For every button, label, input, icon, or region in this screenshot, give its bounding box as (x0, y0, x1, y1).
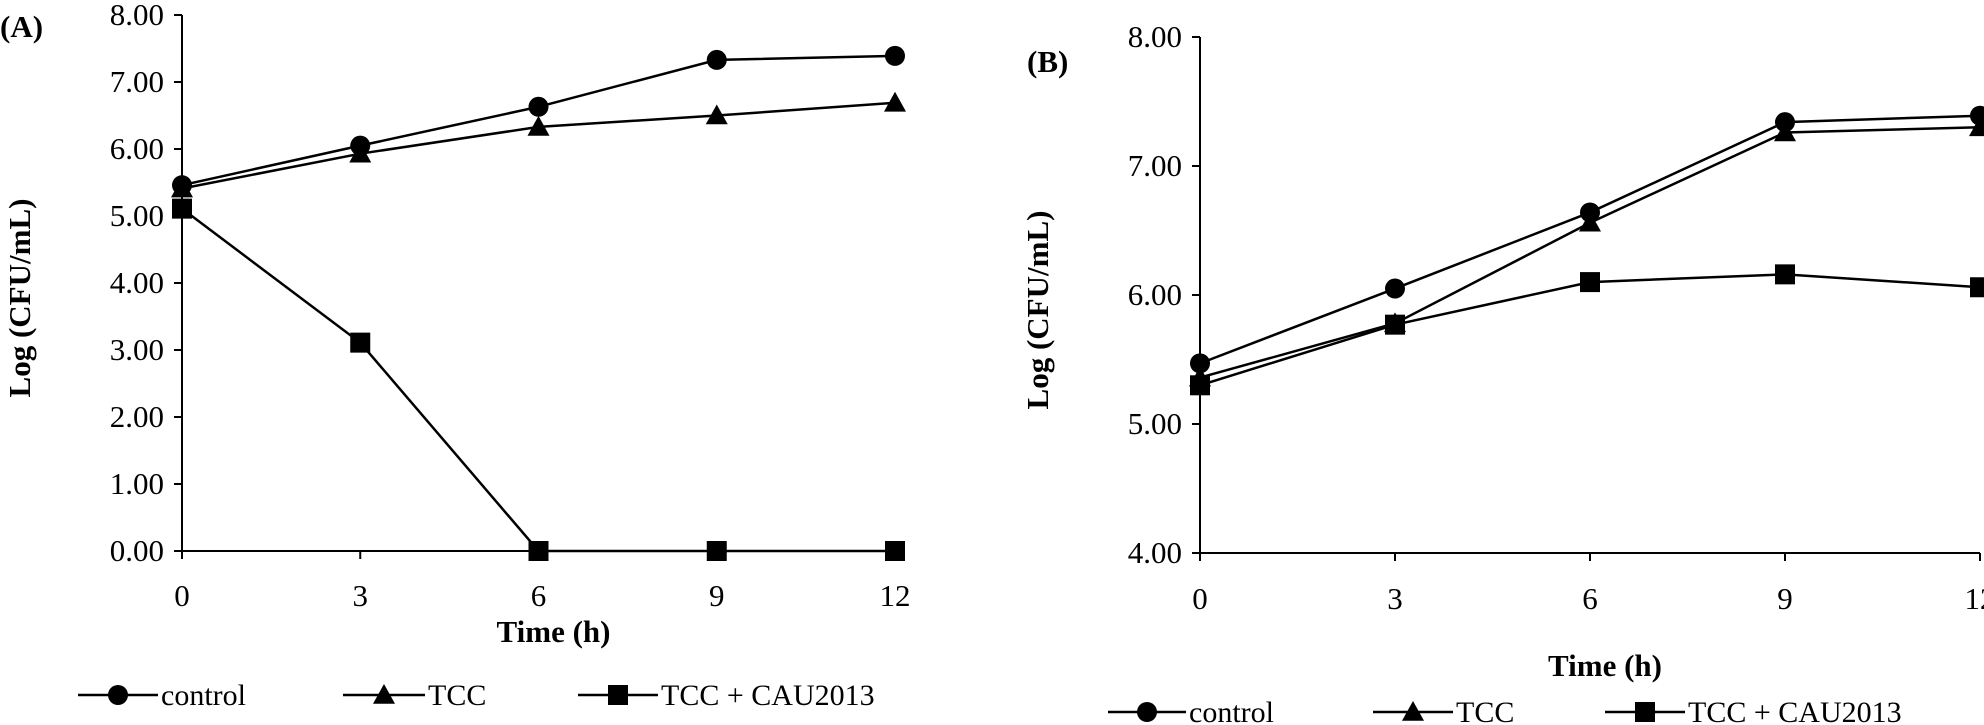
data-point-triangle (1579, 211, 1601, 232)
legend-label: TCC (428, 679, 486, 712)
y-tick-label: 7.00 (110, 64, 164, 99)
data-point-square (1580, 272, 1600, 293)
x-tick-label: 12 (880, 578, 911, 613)
data-point-circle (706, 49, 727, 70)
x-axis-title: Time (h) (497, 614, 611, 649)
legend-label: TCC + CAU2013 (661, 679, 875, 712)
data-point-triangle (1969, 116, 1984, 137)
legend-item: TCC (1373, 696, 1514, 725)
y-tick-label: 5.00 (110, 198, 164, 233)
data-point-circle (1190, 353, 1210, 374)
series-line (1199, 126, 1981, 379)
panel-a: 0.00 1.00 2.00 3.00 4.00 5.00 6.00 7.00 8.00 0 3 6 9… (0, 0, 911, 712)
series-control (1190, 105, 1984, 374)
y-tick-label: 8.00 (1128, 19, 1182, 54)
legend-item: control (1108, 696, 1274, 725)
x-tick-label: 12 (1965, 581, 1984, 616)
x-tick-label: 3 (1387, 581, 1403, 616)
y-tick-label: 0.00 (110, 533, 164, 568)
legend-item: TCC (343, 679, 486, 712)
x-tick-label: 9 (709, 578, 725, 613)
legend-marker-square (1635, 702, 1655, 722)
data-point-square (172, 198, 192, 219)
data-point-triangle (527, 115, 550, 136)
legend-label: TCC + CAU2013 (1688, 696, 1902, 725)
legend-marker-triangle (373, 684, 395, 704)
x-tick-label: 3 (353, 578, 369, 613)
legend-marker-triangle (1402, 701, 1424, 721)
y-tick-label: 6.00 (1128, 277, 1182, 312)
legend-item: TCC + CAU2013 (578, 679, 875, 712)
data-point-triangle (349, 142, 372, 163)
series-tcc-cau2013 (172, 198, 905, 561)
data-point-square (885, 541, 905, 561)
y-tick-label: 6.00 (110, 131, 164, 166)
series-line (181, 207, 895, 553)
y-tick-label: 7.00 (1128, 148, 1182, 183)
legend-item: TCC + CAU2013 (1605, 696, 1902, 725)
data-point-circle (1385, 278, 1405, 299)
data-point-square (706, 541, 727, 561)
data-point-square (1970, 277, 1984, 298)
x-tick-label: 0 (1192, 581, 1208, 616)
data-point-triangle (171, 177, 193, 198)
legend-marker-square (608, 685, 628, 705)
legend-label: TCC (1456, 696, 1514, 725)
data-point-square (528, 541, 549, 561)
panel-label: (B) (1027, 44, 1068, 79)
legend-item: control (78, 679, 246, 712)
data-point-triangle (1774, 121, 1796, 142)
data-point-square (1775, 264, 1795, 285)
x-tick-label: 6 (531, 578, 547, 613)
y-axis-title: Log (CFU/mL) (2, 199, 37, 398)
panel-b: 4.00 5.00 6.00 7.00 8.00 0 3 6 9 12 Time (h) Log (C… (1020, 19, 1984, 725)
series-tcc-cau2013 (1190, 264, 1984, 396)
y-tick-label: 1.00 (110, 466, 164, 501)
legend-label: control (161, 679, 246, 712)
x-tick-label: 9 (1777, 581, 1793, 616)
data-point-square (350, 332, 371, 353)
series-line (1199, 114, 1981, 365)
panel-label: (A) (0, 9, 43, 44)
data-point-square (1385, 314, 1405, 335)
data-point-circle (885, 45, 905, 66)
series-tcc (1189, 116, 1984, 387)
y-tick-label: 8.00 (110, 0, 164, 32)
y-tick-label: 2.00 (110, 399, 164, 434)
data-point-circle (528, 96, 549, 117)
x-tick-label: 6 (1582, 581, 1598, 616)
legend-marker-circle (108, 685, 128, 705)
data-point-triangle (705, 104, 728, 125)
y-tick-label: 5.00 (1128, 406, 1182, 441)
y-tick-label: 4.00 (110, 265, 164, 300)
y-tick-label: 3.00 (110, 332, 164, 367)
data-point-square (1190, 375, 1210, 396)
legend-label: control (1189, 696, 1274, 725)
y-tick-label: 4.00 (1128, 535, 1182, 570)
data-point-triangle (884, 91, 906, 112)
legend-marker-circle (1137, 702, 1157, 722)
y-axis-title: Log (CFU/mL) (1020, 211, 1055, 410)
series-tcc (171, 91, 906, 198)
x-axis-title: Time (h) (1548, 648, 1662, 683)
x-tick-label: 0 (174, 578, 190, 613)
